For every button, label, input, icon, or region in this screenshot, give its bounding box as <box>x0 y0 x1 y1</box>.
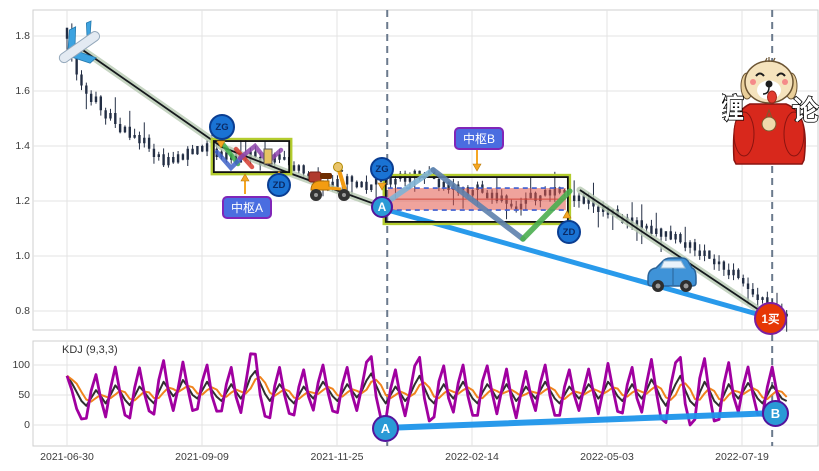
axis-tick-label: 2021-09-09 <box>175 451 229 463</box>
axis-tick-label: 1.8 <box>15 30 30 42</box>
dog-mascot: 缠 论 <box>722 57 819 165</box>
axis-tick-label: 1.2 <box>15 195 30 207</box>
watermark-right-char: 论 <box>792 96 819 126</box>
zd-badge-pivot-a: ZD <box>267 173 291 197</box>
axis-tick-label: 2022-02-14 <box>445 451 499 463</box>
axis-tick-label: 2021-11-25 <box>310 451 364 463</box>
kdj-indicator-label: KDJ (9,3,3) <box>62 344 118 356</box>
zg-badge-pivot-b: ZG <box>370 157 394 181</box>
axis-tick-label: 100 <box>12 359 30 371</box>
axis-tick-label: 1.0 <box>15 250 30 262</box>
car-icon <box>647 257 697 292</box>
buy-signal-badge: 1买 <box>754 302 787 335</box>
axis-tick-label: 2022-07-19 <box>715 451 769 463</box>
axis-tick-label: 2021-06-30 <box>40 451 94 463</box>
axis-tick-label: 50 <box>18 389 30 401</box>
pivot-a-label: 中枢A <box>222 196 273 219</box>
axis-tick-label: 1.6 <box>15 85 30 97</box>
pivot-b-label: 中枢B <box>454 127 505 150</box>
kdj-point-a-badge: A <box>372 415 399 442</box>
axis-tick-label: 1.4 <box>15 140 30 152</box>
axis-tick-label: 0.8 <box>15 305 30 317</box>
scooter-icon <box>308 162 350 201</box>
axis-tick-label: 2022-05-03 <box>580 451 634 463</box>
airplane-icon <box>58 20 101 64</box>
zg-badge-pivot-a: ZG <box>209 114 235 140</box>
point-a-badge: A <box>371 196 393 218</box>
axis-tick-label: 0 <box>24 419 30 431</box>
kdj-point-b-badge: B <box>762 400 789 427</box>
watermark-left-char: 缠 <box>722 93 744 124</box>
zd-badge-pivot-b: ZD <box>557 220 581 244</box>
